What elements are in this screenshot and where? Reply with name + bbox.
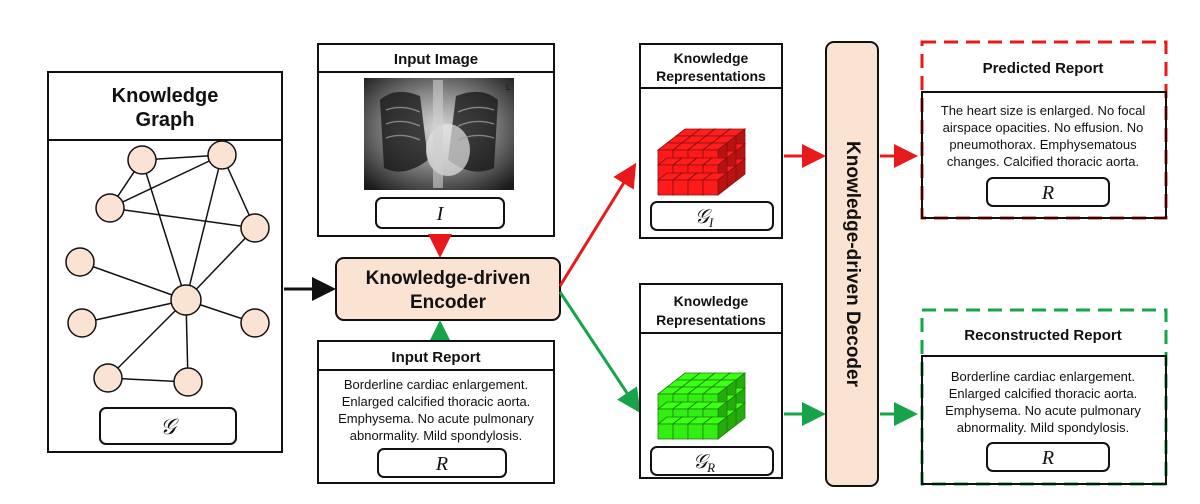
image-symbol: I	[436, 203, 445, 225]
knowledge-representations-image-panel: Knowledge Representations 𝒢I	[639, 43, 783, 239]
image-repr-title-line2: Representations	[656, 68, 766, 84]
input-report-symbol-box	[377, 448, 507, 478]
chest-xray-image: L	[364, 78, 514, 190]
reconstructed-report-line: Enlarged calcified thoracic aorta.	[949, 386, 1138, 401]
reconstructed-report-line: abnormality. Mild spondylosis.	[957, 420, 1129, 435]
input-image-panel: Input Image L I	[317, 43, 555, 237]
reconstructed-report-line: Borderline cardiac enlargement.	[951, 369, 1135, 384]
image-repr-symbol-box	[650, 201, 774, 231]
graph-node	[95, 193, 125, 223]
input-report-line: Borderline cardiac enlargement.	[344, 377, 528, 392]
knowledge-representations-report-panel: Knowledge Representations 𝒢R	[639, 283, 783, 479]
graph-node	[240, 213, 270, 243]
graph-node	[170, 284, 202, 316]
reconstructed-report-symbol: R	[1041, 447, 1054, 469]
reconstructed-report-line: Emphysema. No acute pulmonary	[945, 403, 1141, 418]
predicted-report-symbol-box	[986, 177, 1110, 207]
predicted-report-line: The heart size is enlarged. No focal	[941, 103, 1146, 118]
graph-node	[127, 145, 157, 175]
graph-node	[67, 308, 97, 338]
input-report-line: Enlarged calcified thoracic aorta.	[342, 394, 531, 409]
graph-node	[65, 247, 95, 277]
predicted-report-body	[921, 91, 1167, 219]
image-symbol-box	[375, 197, 505, 229]
graph-node	[173, 367, 203, 397]
image-repr-title-line1: Knowledge	[674, 50, 749, 66]
reconstructed-report-panel: Reconstructed Report Borderline cardiac …	[920, 308, 1168, 486]
reconstructed-report-symbol-box	[986, 442, 1110, 472]
graph-nodes	[65, 140, 270, 397]
report-repr-title-line2: Representations	[656, 312, 766, 328]
input-image-title: Input Image	[394, 51, 478, 68]
report-knowledge-tensor	[656, 372, 747, 440]
knowledge-driven-decoder: Knowledge-driven Decoder	[825, 41, 879, 487]
image-knowledge-tensor	[656, 128, 747, 196]
input-report-title: Input Report	[391, 349, 480, 366]
encoder-label-line2: Encoder	[410, 292, 487, 313]
input-report-panel: Input Report Borderline cardiac enlargem…	[317, 340, 555, 484]
graph-node	[93, 363, 123, 393]
encoder-label-line1: Knowledge-driven	[366, 268, 531, 289]
predicted-report-panel: Predicted Report The heart size is enlar…	[920, 40, 1168, 220]
knowledge-driven-encoder: Knowledge-driven Encoder	[335, 257, 561, 321]
input-report-symbol: R	[435, 453, 448, 475]
input-report-line: Emphysema. No acute pulmonary	[338, 411, 534, 426]
knowledge-graph-panel: Knowledge Graph	[47, 71, 283, 453]
encoder-to-image-repr-arrow	[558, 162, 637, 287]
report-repr-symbol: 𝒢R	[693, 451, 715, 475]
predicted-report-line: changes. Calcified thoracic aorta.	[947, 154, 1139, 169]
predicted-report-line: pneumothorax. Emphysematous	[949, 137, 1137, 152]
graph-symbol-box	[99, 407, 237, 445]
report-repr-title-line1: Knowledge	[674, 293, 749, 309]
graph-node	[207, 140, 237, 170]
input-report-line: abnormality. Mild spondylosis.	[350, 428, 522, 443]
report-repr-symbol-box	[650, 446, 774, 476]
image-repr-symbol: 𝒢I	[695, 206, 714, 230]
reconstructed-report-body	[921, 355, 1167, 485]
reconstructed-report-title: Reconstructed Report	[964, 327, 1122, 344]
graph-symbol: 𝒢	[160, 414, 179, 439]
predicted-report-symbol: R	[1041, 182, 1054, 204]
decoder-label: Knowledge-driven Decoder	[842, 141, 863, 388]
graph-node	[240, 308, 270, 338]
predicted-report-title: Predicted Report	[983, 60, 1104, 77]
knowledge-graph-title-line1: Knowledge	[112, 85, 219, 107]
predicted-report-line: airspace opacities. No effusion. No	[943, 120, 1144, 135]
encoder-to-report-repr-arrow	[558, 291, 641, 413]
knowledge-graph-title-line2: Graph	[136, 109, 195, 131]
xray-side-marker: L	[506, 83, 511, 92]
